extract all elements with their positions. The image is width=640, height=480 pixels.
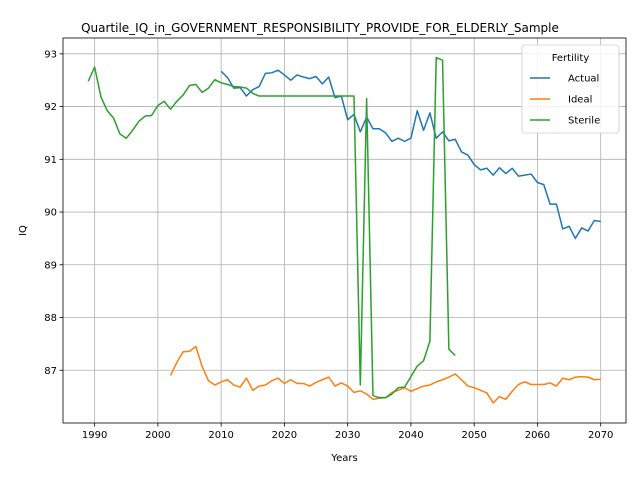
x-axis: 1990 2000 2010 2020 2030 2040 2050 2060 2070 (82, 423, 613, 441)
x-tick-label: 2020 (272, 430, 297, 441)
y-tick-label: 93 (44, 49, 57, 60)
x-axis-title: Years (330, 453, 357, 464)
x-tick-label: 2060 (525, 430, 550, 441)
series-line-sterile (87, 56, 456, 399)
x-tick-label: 2050 (461, 430, 486, 441)
x-tick-label: 1990 (82, 430, 107, 441)
x-tick-label: 2010 (208, 430, 233, 441)
y-tick-label: 87 (44, 366, 57, 377)
series-line-actual (220, 69, 601, 240)
legend-box (521, 44, 620, 134)
legend-label-sterile: Sterile (568, 116, 600, 127)
y-axis: 87 88 89 90 91 92 93 (44, 49, 63, 377)
legend-title: Fertility (552, 53, 590, 64)
legend: Fertility Actual Ideal Sterile (521, 44, 620, 134)
plot-frame (62, 37, 627, 424)
y-tick-label: 91 (44, 155, 57, 166)
legend-label-actual: Actual (568, 74, 599, 85)
x-tick-label: 2040 (398, 430, 423, 441)
y-axis-title: IQ (18, 225, 29, 236)
x-tick-label: 2070 (588, 430, 613, 441)
chart-title: Quartile_IQ_in_GOVERNMENT_RESPONSIBILITY… (81, 21, 559, 35)
x-tick-label: 2030 (335, 430, 360, 441)
legend-label-ideal: Ideal (568, 95, 592, 106)
plot-lines (87, 56, 601, 404)
y-tick-label: 88 (44, 313, 57, 324)
x-tick-label: 2000 (145, 430, 170, 441)
y-tick-label: 92 (44, 102, 57, 113)
y-tick-label: 89 (44, 260, 57, 271)
y-tick-label: 90 (44, 208, 57, 219)
